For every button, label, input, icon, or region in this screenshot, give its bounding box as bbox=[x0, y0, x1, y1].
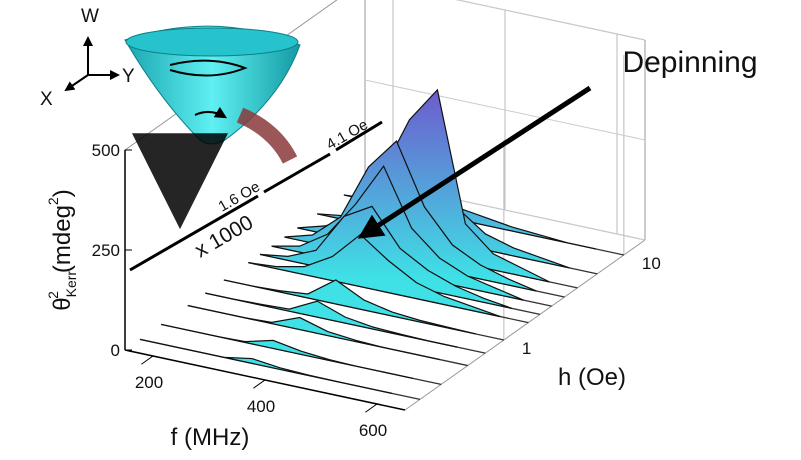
annotation: Depinning bbox=[622, 46, 757, 79]
z-tick-label: 500 bbox=[92, 141, 120, 160]
inset-axis-label: X bbox=[40, 89, 53, 110]
inset-axis-label: W bbox=[81, 6, 99, 27]
inset-cone bbox=[124, 25, 301, 230]
y-label-part: 2 bbox=[45, 291, 61, 299]
x-tick bbox=[141, 355, 154, 365]
h-tick-label: 10 bbox=[642, 254, 661, 273]
x-tick-label: 400 bbox=[247, 397, 275, 416]
x-tick-label: 200 bbox=[135, 373, 163, 392]
z-tick-label: 250 bbox=[92, 241, 120, 260]
x-tick bbox=[253, 379, 266, 389]
trace bbox=[187, 304, 440, 361]
x-axis-label: f (MHz) bbox=[171, 424, 250, 451]
y-label-part: 2 bbox=[45, 197, 61, 205]
trace bbox=[248, 233, 501, 318]
field-mark: 4.1 Oe bbox=[324, 116, 371, 153]
trace bbox=[284, 140, 537, 292]
annotation-arrow bbox=[357, 85, 592, 239]
inset-axes: W X Y bbox=[40, 6, 135, 110]
scale-note: x 1000 bbox=[191, 211, 257, 262]
grid-line bbox=[455, 0, 646, 41]
y-label-part: θ bbox=[49, 297, 76, 310]
inset-axis-label: Y bbox=[122, 66, 135, 87]
traces bbox=[139, 88, 625, 401]
trace bbox=[139, 338, 393, 394]
trace bbox=[271, 164, 524, 301]
y-axis-label: θKerr2(mdeg2) bbox=[45, 189, 79, 310]
trace bbox=[205, 292, 458, 348]
x-axis bbox=[124, 349, 406, 411]
trace bbox=[160, 323, 414, 379]
y-label-part: Kerr bbox=[63, 271, 79, 298]
z-tick-label: 0 bbox=[111, 341, 120, 360]
trace bbox=[223, 279, 477, 335]
h-tick-label: 1 bbox=[522, 339, 531, 358]
field-mark: 1.6 Oe bbox=[216, 178, 263, 215]
h-axis-label: h (Oe) bbox=[558, 364, 626, 391]
box-edge bbox=[404, 239, 646, 411]
x-tick-label: 600 bbox=[359, 421, 387, 440]
trace bbox=[259, 205, 513, 309]
y-label-part: (mdeg bbox=[49, 205, 76, 273]
x-tick bbox=[365, 403, 378, 413]
axes: 200 400 600 1 10 0 250 500 bbox=[92, 141, 661, 440]
y-label-part: ) bbox=[49, 189, 76, 197]
grid-line bbox=[364, 79, 646, 141]
